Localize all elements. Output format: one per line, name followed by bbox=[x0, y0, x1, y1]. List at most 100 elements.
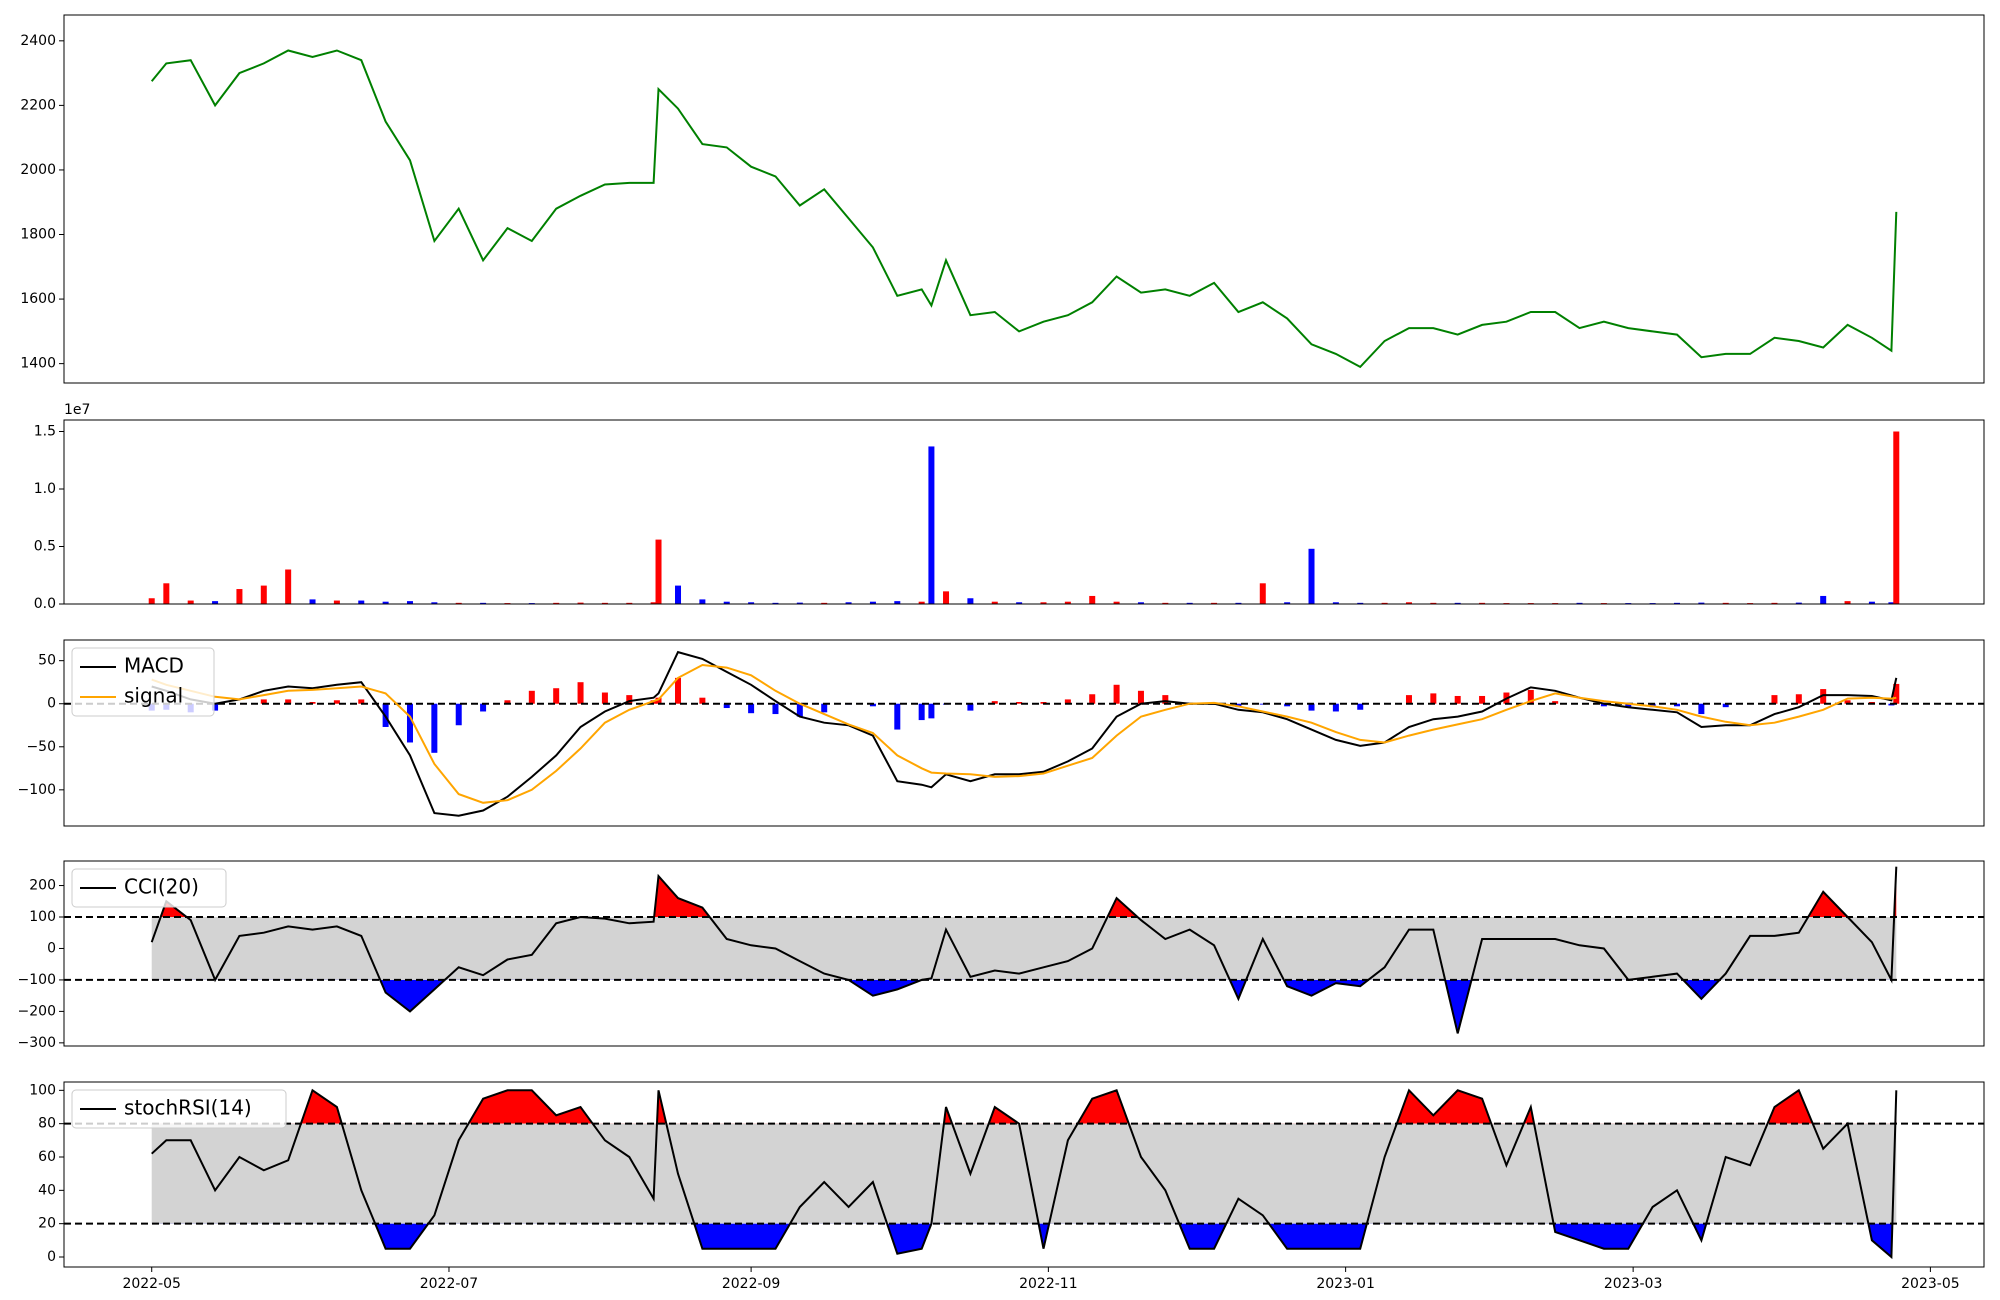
y-tick-label: 80 bbox=[38, 1116, 56, 1132]
legend-label: stochRSI(14) bbox=[124, 1096, 252, 1120]
histogram-bar bbox=[1259, 703, 1266, 705]
x-tick-label: 2022-05 bbox=[122, 1276, 181, 1292]
y-tick-label: 0.0 bbox=[34, 596, 56, 612]
histogram-bar bbox=[1893, 683, 1900, 704]
volume-bar bbox=[1868, 601, 1875, 604]
histogram-bar bbox=[431, 703, 438, 753]
histogram-bar bbox=[1430, 693, 1437, 704]
histogram-bar bbox=[601, 692, 608, 704]
histogram-bar bbox=[406, 703, 413, 743]
offset-label: 1e7 bbox=[64, 402, 90, 418]
volume-bar bbox=[845, 602, 852, 604]
histogram-bar bbox=[1308, 703, 1315, 711]
histogram-bar bbox=[1284, 703, 1291, 707]
volume-bar bbox=[723, 601, 730, 604]
volume-bar bbox=[1405, 602, 1412, 604]
volume-bar bbox=[1820, 595, 1827, 604]
histogram-bar bbox=[1332, 703, 1339, 712]
legend-box bbox=[71, 868, 227, 908]
histogram-bar bbox=[1600, 703, 1607, 707]
y-tick-label: 2200 bbox=[20, 97, 56, 113]
y-tick-label: 0.5 bbox=[34, 539, 56, 555]
volume-bar bbox=[918, 601, 925, 604]
volume-bar bbox=[1479, 602, 1486, 604]
volume-bar bbox=[1795, 602, 1802, 604]
volume-bar bbox=[1016, 602, 1023, 604]
histogram-bar bbox=[748, 703, 755, 714]
volume-bar bbox=[431, 602, 438, 604]
volume-bar bbox=[406, 601, 413, 604]
volume-bar bbox=[333, 600, 340, 604]
histogram-bar bbox=[1137, 690, 1144, 704]
panel-frame bbox=[63, 14, 1985, 384]
histogram-bar bbox=[260, 699, 267, 704]
plot-area bbox=[150, 49, 1898, 369]
y-tick-label: 1.5 bbox=[34, 424, 56, 440]
volume-bar bbox=[626, 602, 633, 604]
price-line bbox=[150, 49, 1898, 369]
histogram-bar bbox=[967, 703, 974, 711]
panel-frame bbox=[63, 860, 1985, 1047]
panel-frame bbox=[63, 419, 1985, 605]
legend-box bbox=[71, 1089, 287, 1129]
y-tick-label: 1.0 bbox=[34, 481, 56, 497]
histogram-bar bbox=[1405, 695, 1412, 704]
legend: MACD signal bbox=[71, 647, 215, 717]
volume-bar bbox=[577, 602, 584, 604]
legend: stochRSI(14) bbox=[71, 1089, 287, 1129]
volume-bar bbox=[1040, 602, 1047, 604]
y-tick-label: 1600 bbox=[20, 291, 56, 307]
volume-bar bbox=[1454, 602, 1461, 604]
volume-bar bbox=[675, 585, 682, 604]
y-tick-label: −100 bbox=[18, 972, 56, 988]
histogram-bar bbox=[285, 699, 292, 704]
volume-bar bbox=[894, 601, 901, 604]
histogram-bar bbox=[1673, 703, 1680, 707]
y-tick-label: 50 bbox=[38, 653, 56, 669]
histogram-bar bbox=[655, 697, 662, 704]
histogram-bar bbox=[796, 703, 803, 717]
volume-bar bbox=[1844, 601, 1851, 604]
volume-bar bbox=[869, 601, 876, 604]
histogram-bar bbox=[1722, 703, 1729, 708]
histogram-bar bbox=[1527, 689, 1534, 704]
x-tick-label: 2023-03 bbox=[1604, 1276, 1663, 1292]
volume-bar bbox=[148, 598, 155, 604]
histogram-bar bbox=[869, 703, 876, 707]
volume-bar bbox=[655, 539, 662, 604]
x-tick-label: 2022-09 bbox=[722, 1276, 781, 1292]
indicator-line bbox=[151, 1088, 1898, 1260]
volume-bar bbox=[967, 598, 974, 604]
volume-bar bbox=[748, 602, 755, 604]
volume-bar bbox=[1186, 602, 1193, 604]
volume-bar bbox=[1211, 602, 1218, 604]
legend: CCI(20) bbox=[71, 868, 227, 908]
volume-bar bbox=[212, 601, 219, 604]
volume-bar bbox=[358, 600, 365, 604]
volume-bar bbox=[796, 602, 803, 604]
volume-bar bbox=[1137, 602, 1144, 604]
volume-bar bbox=[309, 599, 316, 604]
volume-bar bbox=[1888, 602, 1895, 604]
volume-bar bbox=[1064, 601, 1071, 604]
volume-bar bbox=[1089, 595, 1096, 604]
plot-area bbox=[64, 866, 1984, 1034]
volume-bar bbox=[285, 569, 292, 604]
volume-bar bbox=[601, 602, 608, 604]
volume-bar bbox=[260, 585, 267, 604]
y-tick-label: −50 bbox=[26, 739, 56, 755]
volume-bar bbox=[236, 589, 243, 604]
volume-bar bbox=[163, 583, 170, 604]
histogram-bar bbox=[1771, 695, 1778, 704]
histogram-bar bbox=[918, 703, 925, 721]
volume-bar bbox=[1308, 548, 1315, 604]
y-tick-label: 40 bbox=[38, 1182, 56, 1198]
volume-bar bbox=[1893, 431, 1900, 604]
histogram-bar bbox=[894, 703, 901, 730]
volume-bar bbox=[1771, 602, 1778, 604]
volume-bar bbox=[382, 601, 389, 604]
histogram-bar bbox=[1844, 700, 1851, 704]
histogram-bar bbox=[1454, 695, 1461, 704]
